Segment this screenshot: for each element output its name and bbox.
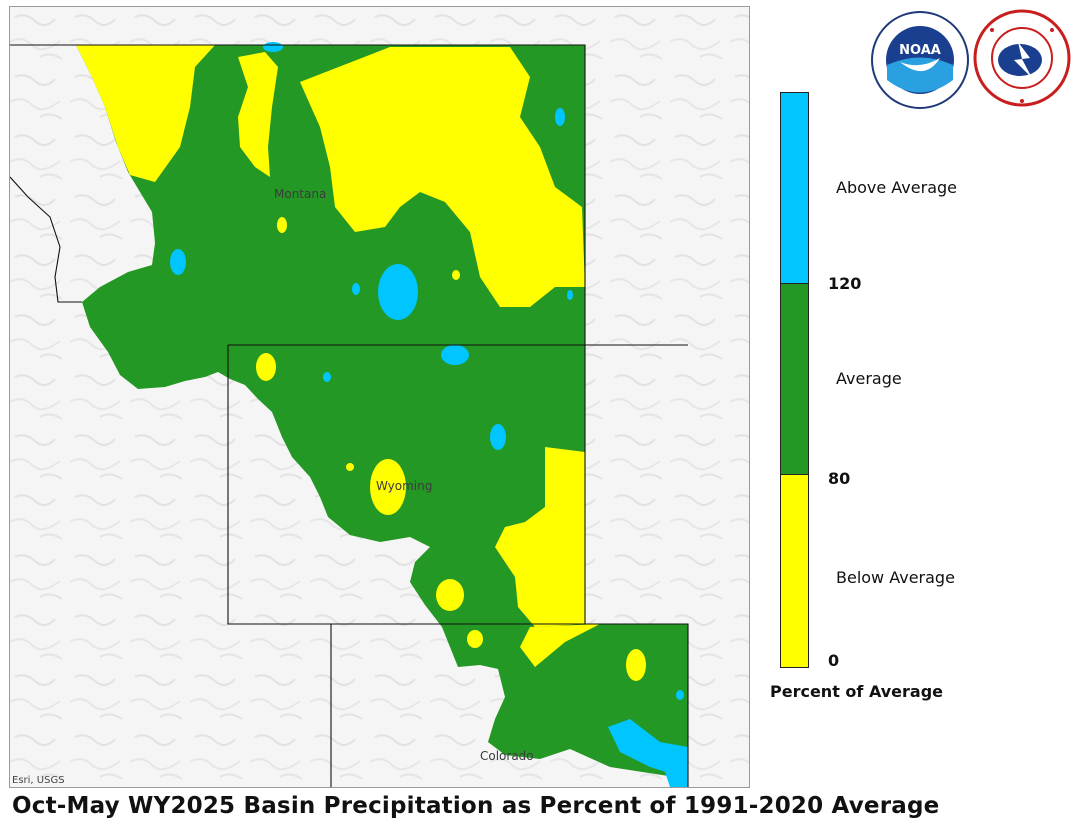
nws-logo-graphic xyxy=(973,9,1071,107)
legend-break-80: 80 xyxy=(828,469,851,488)
nws-logo xyxy=(972,8,1072,108)
state-boundaries xyxy=(10,44,689,787)
state-label-colorado: Colorado xyxy=(480,749,534,763)
legend-label-below-average: Below Average xyxy=(836,568,955,587)
legend-label-above-average: Above Average xyxy=(836,178,957,197)
noaa-center-text: NOAA xyxy=(899,43,941,58)
legend-break-0: 0 xyxy=(828,651,840,670)
legend: Above Average Average Below Average 120 … xyxy=(770,92,1040,722)
legend-swatch-below-average xyxy=(780,474,809,668)
legend-swatch-average xyxy=(780,283,809,475)
legend-break-120: 120 xyxy=(828,274,862,293)
precipitation-map xyxy=(10,7,749,787)
above-average-regions xyxy=(170,42,688,787)
map-title: Oct-May WY2025 Basin Precipitation as Pe… xyxy=(12,793,940,819)
legend-title: Percent of Average xyxy=(770,682,944,701)
below-average-regions xyxy=(76,45,646,681)
state-label-wyoming: Wyoming xyxy=(376,479,433,493)
noaa-logo: NOAA xyxy=(870,10,970,110)
noaa-logo-graphic: NOAA xyxy=(871,11,969,109)
legend-swatch-above-average xyxy=(780,92,809,284)
legend-label-average: Average xyxy=(836,369,902,388)
map-frame[interactable]: Montana Wyoming Colorado Esri, USGS xyxy=(9,6,750,788)
state-label-montana: Montana xyxy=(274,187,327,201)
map-attribution: Esri, USGS xyxy=(12,775,65,786)
